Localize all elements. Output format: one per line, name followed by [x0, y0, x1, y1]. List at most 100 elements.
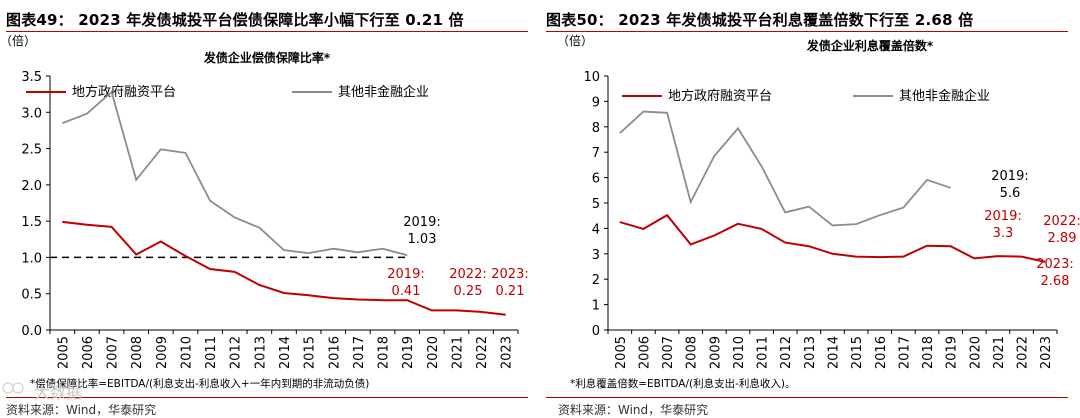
- x-tick-label: 2023: [1039, 336, 1054, 369]
- legend-label: 地方政府融资平台: [72, 84, 176, 100]
- x-tick-label: 2012: [779, 336, 794, 369]
- x-tick-label: 2015: [303, 336, 318, 369]
- y-tick-label: 6: [592, 172, 600, 187]
- chart-footnote: *偿债保障比率=EBITDA/(利息支出-利息收入+一年内到期的非流动负债): [30, 378, 370, 390]
- y-tick-label: 2: [592, 273, 600, 288]
- title-rule: [6, 31, 528, 32]
- y-tick-label: 9: [592, 95, 600, 110]
- data-label: 2019:: [403, 215, 440, 230]
- y-tick-label: 3.5: [21, 70, 42, 85]
- x-tick-label: 2010: [179, 336, 194, 369]
- x-tick-label: 2016: [874, 336, 889, 369]
- x-tick-label: 2017: [897, 336, 912, 369]
- source-note: 资料来源：Wind，华泰研究: [558, 403, 709, 417]
- x-tick-label: 2016: [327, 336, 342, 369]
- x-tick-label: 2019: [945, 336, 960, 369]
- legend-label: 地方政府融资平台: [668, 88, 772, 104]
- series-line-other-nonfinancial: [619, 110, 951, 227]
- data-label: 5.6: [1000, 186, 1021, 201]
- x-tick-label: 2017: [352, 336, 367, 369]
- x-tick-label: 2013: [803, 336, 818, 369]
- x-tick-label: 2021: [992, 336, 1007, 369]
- data-label: 2019:: [387, 267, 424, 282]
- y-tick-label: 0.0: [21, 324, 42, 339]
- x-tick-label: 2009: [155, 336, 170, 369]
- y-tick-label: 2.5: [21, 143, 42, 158]
- x-tick-label: 2011: [204, 336, 219, 369]
- x-tick-label: 2006: [637, 336, 652, 369]
- y-tick-label: 3.0: [21, 106, 42, 121]
- source-note: 资料来源：Wind，华泰研究: [6, 403, 157, 417]
- watermark-logo: [2, 382, 24, 394]
- title-rule: [546, 31, 1068, 32]
- legend-label: 其他非金融企业: [899, 88, 990, 104]
- x-tick-label: 2022: [475, 336, 490, 369]
- x-tick-label: 2013: [253, 336, 268, 369]
- x-tick-label: 2023: [500, 336, 515, 369]
- y-tick-label: 4: [592, 222, 600, 237]
- bottom-rule: [546, 397, 1068, 398]
- legend-label: 其他非金融企业: [338, 84, 429, 100]
- y-tick-label: 8: [592, 121, 600, 136]
- series-line-lgfv: [619, 213, 1046, 263]
- data-label: 2.89: [1048, 231, 1077, 246]
- x-tick-label: 2007: [106, 336, 121, 369]
- y-tick-label: 0: [592, 324, 600, 339]
- data-label: 2019:: [984, 209, 1021, 224]
- y-axis-unit: （倍）: [0, 33, 36, 48]
- x-tick-label: 2008: [130, 336, 145, 369]
- y-tick-label: 1.5: [21, 215, 42, 230]
- y-tick-label: 2.0: [21, 179, 42, 194]
- series-line-other-nonfinancial: [61, 90, 408, 257]
- chart-debt-service-ratio: 发债企业偿债保障比率* （倍） 0.0 0.5 1.0 1.5 2.0 2.5 3.0 3.5 20…: [0, 33, 529, 369]
- chart-title: 发债企业偿债保障比率*: [203, 50, 331, 65]
- data-label: 2019:: [991, 169, 1028, 184]
- x-tick-label: 2019: [401, 336, 416, 369]
- x-tick-label: 2020: [968, 336, 983, 369]
- x-tick-label: 2014: [827, 336, 842, 369]
- data-label: 2.68: [1041, 274, 1070, 289]
- x-tick-label: 2018: [377, 336, 392, 369]
- x-tick-label: 2012: [229, 336, 244, 369]
- data-label: 0.25: [454, 284, 483, 299]
- data-label: 2022:: [1043, 214, 1080, 229]
- y-tick-label: 3: [592, 248, 600, 263]
- data-label: 0.21: [496, 284, 525, 299]
- data-label: 2022:: [449, 267, 486, 282]
- x-tick-label: 2018: [921, 336, 936, 369]
- x-tick-label: 2005: [614, 336, 629, 369]
- y-tick-label: 1: [592, 299, 600, 314]
- chart-interest-coverage: 发债企业利息覆盖倍数* （倍） 0 1 2 3 4 5 6 7 8 9 10 2005 2006 2007 20…: [557, 33, 1080, 369]
- data-label: 2023:: [1036, 257, 1073, 272]
- bottom-rule: [6, 397, 528, 398]
- x-tick-label: 2020: [426, 336, 441, 369]
- data-label: 0.41: [392, 284, 421, 299]
- x-tick-label: 2015: [850, 336, 865, 369]
- data-label: 3.3: [993, 226, 1014, 241]
- figure-title: 图表49： 2023 年发债城投平台偿债保障比率小幅下行至 0.21 倍: [6, 11, 464, 29]
- chart-footnote: *利息覆盖倍数=EBITDA/(利息支出-利息收入)。: [570, 378, 796, 390]
- series-line-lgfv: [62, 220, 506, 316]
- x-tick-label: 2021: [450, 336, 465, 369]
- x-tick-label: 2022: [1016, 336, 1031, 369]
- x-tick-label: 2008: [685, 336, 700, 369]
- chart-title: 发债企业利息覆盖倍数*: [806, 38, 934, 53]
- y-tick-label: 10: [583, 70, 600, 85]
- x-tick-label: 2005: [56, 336, 71, 369]
- y-tick-label: 5: [592, 197, 600, 212]
- x-tick-label: 2011: [756, 336, 771, 369]
- data-label: 2023:: [491, 267, 528, 282]
- y-tick-label: 0.5: [21, 288, 42, 303]
- chart-panel-left: 图表49： 2023 年发债城投平台偿债保障比率小幅下行至 0.21 倍 发债企…: [0, 11, 529, 417]
- chart-panel-right: 图表50： 2023 年发债城投平台利息覆盖倍数下行至 2.68 倍 发债企业利…: [540, 0, 1080, 418]
- x-tick-label: 2006: [81, 336, 96, 369]
- x-tick-label: 2010: [732, 336, 747, 369]
- data-label: 1.03: [408, 232, 437, 247]
- x-tick-label: 2007: [661, 336, 676, 369]
- x-tick-label: 2009: [708, 336, 723, 369]
- x-tick-label: 2014: [278, 336, 293, 369]
- y-tick-label: 1.0: [21, 251, 42, 266]
- watermark-text: 大数据: [34, 383, 83, 402]
- y-tick-label: 7: [592, 146, 600, 161]
- figure-title: 图表50： 2023 年发债城投平台利息覆盖倍数下行至 2.68 倍: [546, 11, 974, 29]
